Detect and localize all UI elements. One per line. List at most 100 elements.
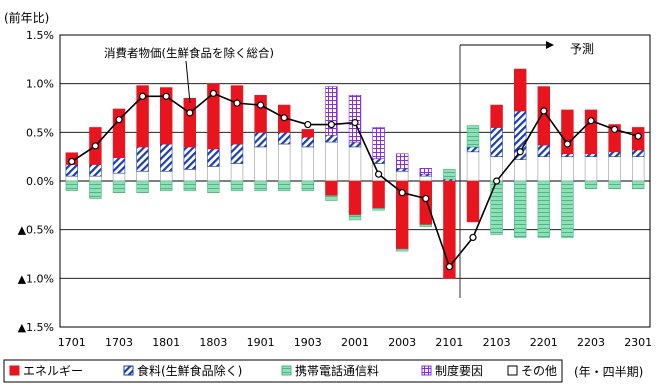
cpi-point: [445, 263, 453, 271]
unit-label: (前年比): [4, 10, 49, 25]
x-tick-label: 1903: [294, 336, 322, 349]
cpi-point: [280, 114, 288, 122]
bar-energy: [561, 109, 574, 155]
plot-frame: [59, 34, 651, 328]
legend-frame: [3, 359, 563, 383]
bar-mobile: [608, 180, 621, 190]
x-tick-label: 1703: [105, 336, 133, 349]
cpi-point: [91, 142, 100, 150]
x-tick-label: 2003: [388, 336, 416, 349]
bar-food: [65, 164, 79, 177]
bar-other: [348, 146, 362, 182]
legend-swatch-mobile: [281, 365, 292, 376]
y-tick-label: ▲1.0%: [18, 272, 54, 285]
bar-food: [183, 146, 196, 170]
bar-energy: [207, 83, 220, 150]
bar-food: [277, 132, 291, 145]
cpi-point: [610, 125, 619, 134]
bar-other: [230, 163, 244, 182]
bar-energy: [325, 180, 338, 196]
x-tick-label: 2103: [483, 336, 511, 349]
bar-mobile: [65, 180, 79, 192]
bar-energy: [301, 129, 314, 138]
bar-energy: [112, 108, 126, 158]
bar-food: [112, 157, 126, 174]
legend-items: エネルギー 食料(生鮮食品除く) 携帯電話通信料 制度要因 その他: [9, 363, 557, 378]
x-axis-ticks: 1701 1703 1801 1803 1901 1903 2001 2003 2101 2103…: [58, 336, 652, 349]
legend-swatch-energy: [9, 365, 20, 376]
bar-other: [65, 175, 79, 182]
x-tick-label: 2101: [435, 336, 463, 349]
bar-energy: [490, 104, 503, 128]
bar-other: [207, 166, 220, 182]
forecast-label: 予測: [570, 42, 594, 56]
bar-mobile: [160, 180, 173, 192]
cpi-point: [375, 170, 383, 178]
bar-food: [207, 148, 220, 167]
period-note: (年・四半期): [574, 365, 643, 379]
bar-mobile: [89, 180, 102, 199]
cpi-point: [186, 109, 194, 117]
bar-food: [631, 149, 645, 157]
bar-other: [301, 146, 314, 182]
cpi-point: [634, 132, 642, 140]
bar-mobile: [561, 180, 574, 238]
line-annotation: 消費者物価(生鮮食品を除く総合): [104, 46, 274, 104]
y-axis-ticks: 1.5% 1.0% 0.5% 0.0% ▲0.5% ▲1.0% ▲1.5%: [18, 29, 54, 334]
bar-mobile: [230, 180, 244, 192]
bar-other: [561, 156, 574, 182]
bar-food: [608, 151, 621, 157]
legend: エネルギー 食料(生鮮食品除く) 携帯電話通信料 制度要因 その他: [3, 359, 563, 383]
bar-food: [89, 164, 102, 177]
bar-mobile: [136, 180, 149, 193]
bar-mobile: [443, 169, 456, 180]
bar-mobile: [466, 125, 480, 148]
bar-mobile: [537, 180, 551, 238]
x-tick-label: 1701: [58, 336, 86, 349]
y-tick-label: 0.0%: [26, 175, 54, 188]
y-tick-label: 1.5%: [26, 29, 54, 42]
bar-other: [112, 172, 126, 182]
bar-other: [325, 141, 338, 182]
cpi-point: [398, 189, 406, 197]
bar-mobile: [419, 224, 432, 228]
legend-label-other: その他: [521, 364, 557, 378]
cpi-point: [162, 92, 170, 100]
bar-other: [631, 156, 645, 182]
bar-other: [490, 156, 503, 182]
legend-swatch-food: [123, 365, 134, 376]
bar-food: [348, 141, 362, 148]
line-label-leader: [185, 60, 191, 104]
bar-energy: [372, 180, 385, 209]
x-tick-label: 2301: [624, 336, 652, 349]
bar-mobile: [631, 180, 645, 190]
bar-food: [254, 132, 267, 148]
bar-energy: [513, 68, 527, 112]
bar-energy: [136, 85, 149, 148]
legend-label-energy: エネルギー: [23, 364, 83, 378]
bar-mobile: [513, 180, 527, 238]
cpi-point: [540, 107, 548, 115]
bar-energy: [183, 97, 196, 148]
cpi-point: [68, 157, 76, 166]
bar-mobile: [207, 180, 220, 193]
bar-other: [254, 146, 267, 182]
bar-food: [537, 144, 551, 157]
cpi-point: [304, 120, 312, 129]
legend-swatch-policy: [421, 365, 432, 376]
bar-other: [395, 170, 409, 182]
cpi-point: [351, 118, 359, 127]
bar-other: [419, 175, 432, 182]
bar-other: [277, 143, 291, 182]
bar-mobile: [277, 180, 291, 192]
bar-food: [466, 146, 480, 153]
y-tick-label: 0.5%: [26, 126, 54, 139]
bar-food: [584, 153, 598, 157]
cpi-point: [327, 120, 335, 129]
bar-other: [160, 170, 173, 182]
legend-label-mobile: 携帯電話通信料: [295, 363, 379, 378]
bar-food: [325, 134, 338, 143]
line-label: 消費者物価(生鮮食品を除く総合): [104, 46, 274, 60]
bar-energy: [466, 180, 480, 223]
